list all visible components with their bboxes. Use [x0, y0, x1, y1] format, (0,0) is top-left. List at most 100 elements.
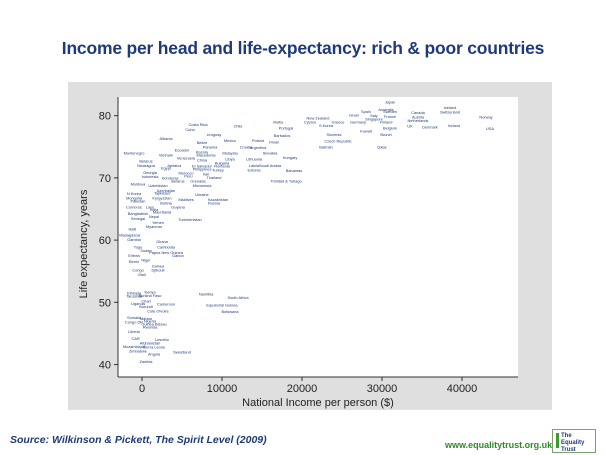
data-point-label: Barbados [274, 133, 291, 138]
x-axis-label: National Income per person ($) [242, 397, 394, 409]
equality-trust-logo: The Equality Trust [552, 429, 596, 453]
data-point-label: Tanzania [126, 294, 142, 299]
data-point-label: Trinidad & Tobago [270, 179, 301, 184]
data-point-label: Chile [234, 124, 243, 129]
data-point-label: Libya [225, 157, 235, 162]
data-point-label: Maldives [178, 197, 193, 202]
data-point-label: Bahrain [319, 144, 332, 149]
data-point-label: Rwanda [143, 325, 158, 330]
data-point-label: India [150, 207, 159, 212]
data-point-label: Norway [479, 114, 492, 119]
data-point-label: Cote d'Ivoire [147, 309, 169, 314]
data-point-label: Australia [378, 107, 394, 112]
data-point-label: Turkey [212, 167, 224, 172]
x-tick-label: 0 [139, 383, 145, 395]
data-point-label: USA [486, 126, 494, 131]
data-point-label: Germany [350, 119, 366, 124]
data-point-label: Nicaragua [137, 163, 156, 168]
data-point-label: Cyprus [304, 119, 316, 124]
data-point-label: Poland [252, 138, 264, 143]
data-point-label: Ecuador [175, 147, 190, 152]
y-tick-label: 70 [99, 173, 111, 185]
data-point-label: Russia [208, 200, 221, 205]
axes [114, 97, 518, 381]
data-point-label: Azerbaijan [157, 188, 175, 193]
data-point-label: Angola [148, 351, 161, 356]
y-axis-label: Life expectancy, years [78, 189, 90, 298]
data-point-label: Swaziland [173, 350, 191, 355]
data-point-label: Indonesia [142, 174, 160, 179]
data-point-label: Congo DR [125, 320, 143, 325]
data-point-label: Papua New Guinea [149, 250, 184, 255]
data-point-label: Botswana [221, 309, 239, 314]
data-point-label: UK [407, 124, 413, 129]
data-point-label: Djibouti [152, 267, 165, 272]
data-point-label: Mauritania [153, 210, 172, 215]
data-point-label: Uganda [131, 301, 145, 306]
data-point-label: Gabon [172, 253, 184, 258]
data-point-label: Iran [203, 172, 210, 177]
data-point-label: Italy [370, 113, 377, 118]
data-point-label: Hungary [283, 155, 298, 160]
data-point-label: Lithuania [246, 157, 263, 162]
data-point-label: Peru [184, 174, 192, 179]
data-point-label: Micronesia [193, 183, 213, 188]
data-point-label: Nepal [149, 214, 159, 219]
data-point-label: Zambia [140, 359, 154, 364]
data-point-label: Malawi [140, 316, 152, 321]
y-tick-label: 80 [99, 111, 111, 123]
data-point-label: Romania [214, 164, 230, 169]
data-point-label: Honduras [162, 175, 179, 180]
data-points: Japan Australia Iceland Spain Sweden Canada Sw… [119, 99, 494, 363]
data-point-label: Ethiopia [127, 291, 142, 296]
data-point-label: El Salvador [192, 164, 213, 169]
data-point-label: Finland [380, 119, 393, 124]
data-point-label: Afghanistan [140, 340, 161, 345]
y-tick-label: 50 [99, 297, 111, 309]
data-point-label: Sierra Leone [143, 345, 165, 350]
data-point-label: Eritrea [128, 253, 140, 258]
logo-mark [556, 433, 559, 448]
data-point-label: Costa Rica [188, 122, 208, 127]
data-point-label: Nigeria [144, 319, 157, 324]
data-point-label: Togo [134, 244, 142, 249]
data-point-label: Belize [197, 140, 208, 145]
data-point-label: Ukraine [195, 192, 208, 197]
data-point-label: Bolivia [160, 200, 172, 205]
data-point-label: Madagascar [119, 233, 141, 238]
tick-labels: 0 10000 20000 30000 40000 40 50 60 70 80 [99, 111, 478, 395]
data-point-label: Mali [138, 272, 145, 277]
data-point-label: Kyrgyzstan [152, 195, 171, 200]
data-point-label: Oman [269, 139, 280, 144]
data-point-label: Ghana [156, 239, 169, 244]
data-point-label: Malaysia [222, 151, 238, 156]
x-tick-label: 20000 [287, 383, 318, 395]
data-point-label: Brunei [380, 132, 391, 137]
data-point-label: Haiti [129, 226, 137, 231]
data-point-label: Canada [411, 110, 425, 115]
data-point-label: Panama [203, 144, 218, 149]
data-point-label: Vietnam [159, 152, 173, 157]
data-point-label: Latvia [249, 163, 260, 168]
website-link[interactable]: www.equalitytrust.org.uk [445, 440, 553, 450]
data-point-label: Morocco [179, 170, 194, 175]
data-point-label: Netherlands [408, 118, 429, 123]
data-point-label: Bulgaria [215, 160, 230, 165]
data-point-label: Myanmar [146, 224, 163, 229]
data-point-label: Uzbekistan [148, 183, 167, 188]
data-point-label: New Zealand [307, 116, 330, 121]
data-point-label: Malta [273, 119, 283, 124]
data-point-label: Grenada [190, 179, 206, 184]
data-point-label: Slovakia [263, 151, 279, 156]
data-point-label: Gambia [127, 237, 141, 242]
data-point-label: Switzerland [440, 109, 460, 114]
logo-text: The Equality Trust [561, 433, 585, 453]
data-point-label: Turkmenistan [178, 217, 201, 222]
x-tick-label: 30000 [367, 383, 398, 395]
data-point-label: N.Korea [127, 191, 142, 196]
data-point-label: Portugal [279, 126, 294, 131]
data-point-label: Iceland [444, 105, 457, 110]
data-point-label: France [384, 114, 396, 119]
data-point-label: Greece [332, 119, 345, 124]
data-point-label: Singapore [365, 116, 383, 121]
